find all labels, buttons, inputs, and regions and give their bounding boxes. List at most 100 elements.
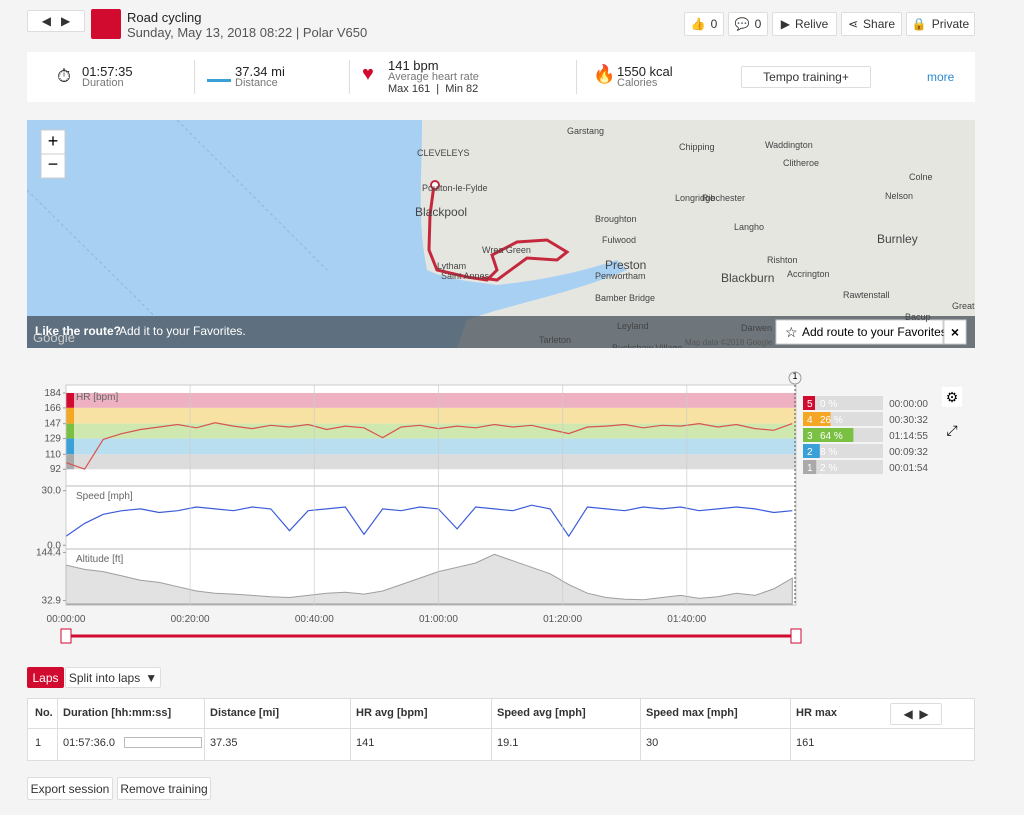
column-divider <box>57 699 58 760</box>
column-header: Duration [hh:mm:ss] <box>63 707 172 719</box>
subtitle: Sunday, May 13, 2018 08:22 | Polar V650 <box>127 25 368 40</box>
table-cell: 37.35 <box>210 737 238 749</box>
zone-strip <box>66 423 74 439</box>
laps-tab[interactable]: Laps <box>27 667 64 688</box>
comment-count: 0 <box>754 17 762 31</box>
y-tick-label: 32.9 <box>42 596 62 607</box>
y-tick-label: 0.0 <box>47 540 61 551</box>
more-link[interactable]: more <box>927 70 955 84</box>
place-label: Broughton <box>595 214 637 224</box>
zone-band <box>66 407 796 424</box>
column-header: No. <box>35 707 53 719</box>
zone-share-bar <box>803 412 831 426</box>
zone-row <box>803 460 883 474</box>
column-divider <box>640 699 641 760</box>
zone-share-bar <box>803 396 815 410</box>
zone-share-bar <box>803 428 854 442</box>
share-button[interactable]: ⋖ Share <box>841 12 902 36</box>
place-label: Bamber Bridge <box>595 293 655 303</box>
comment-button[interactable]: 💬 0 <box>728 12 768 36</box>
map: + − Like the route? Add it to your Favor… <box>27 120 975 348</box>
column-header: Speed avg [mph] <box>497 707 586 719</box>
x-tick-label: 00:20:00 <box>171 614 210 625</box>
lap-marker: 1 <box>792 371 797 381</box>
x-tick-label: 00:40:00 <box>295 614 334 625</box>
column-header: Speed max [mph] <box>646 707 738 719</box>
heart-rate-range: Max 161 | Min 82 <box>388 83 479 95</box>
panel-title: Altitude [ft] <box>76 554 123 565</box>
zoom-in-icon: + <box>48 131 59 151</box>
place-label: Tarleton <box>539 335 571 345</box>
y-tick-label: 166 <box>44 403 61 414</box>
duration: 01:57:35 <box>82 64 133 79</box>
x-tick-label: 01:00:00 <box>419 614 458 625</box>
column-scroll[interactable]: ◀ ▶ <box>890 703 942 725</box>
split-label: Split into laps <box>68 670 141 685</box>
export-button[interactable]: Export session <box>27 777 113 800</box>
table-cell: 01:57:36.0 <box>63 737 115 749</box>
slider-handle[interactable] <box>60 628 72 644</box>
sport-icon <box>91 9 121 39</box>
place-label: Longridge <box>675 193 715 203</box>
remove-button[interactable]: Remove training <box>117 777 211 800</box>
calories: 1550 kcal <box>617 64 673 79</box>
duration-bar <box>124 737 202 748</box>
title: Road cycling <box>127 10 202 25</box>
place-label: Blackburn <box>721 271 774 285</box>
split-dropdown[interactable]: Split into laps ▼ <box>65 667 161 688</box>
place-label: Rawtenstall <box>843 290 890 300</box>
like-button[interactable]: 👍 0 <box>684 12 724 36</box>
divider <box>194 60 195 94</box>
training-benefit[interactable]: Tempo training+ <box>741 66 871 88</box>
close-icon: × <box>951 324 959 340</box>
duration-label: Duration <box>82 77 124 89</box>
privacy-label: Private <box>931 17 970 31</box>
area <box>65 553 793 605</box>
column-header: Distance [mi] <box>210 707 280 719</box>
place-label: Preston <box>605 258 646 272</box>
close-banner[interactable] <box>943 319 967 345</box>
banner-text: Add it to your Favorites. <box>119 324 246 338</box>
banner-question: Like the route? <box>35 324 121 338</box>
column-divider <box>350 699 351 760</box>
column-divider <box>204 699 205 760</box>
zone-strip <box>66 438 74 455</box>
place-label: Burnley <box>877 232 918 246</box>
heart-icon: ♥ <box>362 63 374 85</box>
place-label: Langho <box>734 222 764 232</box>
table-cell: 19.1 <box>497 737 519 749</box>
place-label: Rishton <box>767 255 798 265</box>
zone-band <box>66 392 796 408</box>
table-cell: 1 <box>35 737 42 749</box>
zone-number: 5 <box>807 399 813 410</box>
nav-buttons[interactable]: ◀ ▶ <box>27 10 85 32</box>
y-tick-label: 30.0 <box>42 486 62 497</box>
place-label: Penwortham <box>595 271 646 281</box>
place-label: Chipping <box>679 142 715 152</box>
zone-time: 00:01:54 <box>889 463 928 474</box>
clock-icon: ⏱ <box>57 66 72 86</box>
relive-button[interactable]: ▶ Relive <box>772 12 837 36</box>
slider-handle[interactable] <box>790 628 802 644</box>
export-label: Export session <box>30 781 110 796</box>
x-tick-label: 00:00:00 <box>47 614 86 625</box>
zone-time: 00:00:00 <box>889 399 928 410</box>
y-tick-label: 184 <box>44 388 61 399</box>
zone-band <box>66 438 796 455</box>
chart-settings[interactable] <box>942 387 962 407</box>
favorite-button[interactable] <box>775 319 944 345</box>
place-label: Fulwood <box>602 235 636 245</box>
privacy-button[interactable]: 🔒 Private <box>906 12 975 36</box>
x-tick-label: 01:20:00 <box>543 614 582 625</box>
y-tick-label: 129 <box>44 434 61 445</box>
distance-label: Distance <box>235 77 278 89</box>
summary-bar: ⏱ 01:57:35 Duration 37.34 mi Distance ♥ … <box>27 52 975 102</box>
lap-marker-circle <box>788 371 802 385</box>
y-tick-label: 144.4 <box>36 547 61 558</box>
place-label: Accrington <box>787 269 830 279</box>
fullscreen-icon[interactable]: ⤢ <box>946 422 957 438</box>
place-label: Blackpool <box>415 205 467 219</box>
zoom-out[interactable] <box>40 153 66 179</box>
share-label: Share <box>863 17 896 31</box>
